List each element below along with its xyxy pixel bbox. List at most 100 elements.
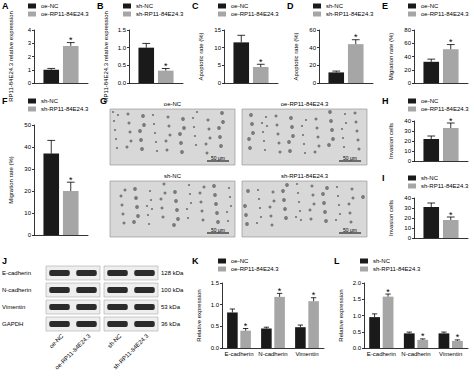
svg-text:*: * — [386, 287, 390, 297]
svg-text:20: 20 — [404, 215, 411, 221]
svg-text:80: 80 — [404, 27, 411, 33]
svg-text:60: 60 — [404, 40, 411, 46]
svg-text:Migration rate (%): Migration rate (%) — [388, 33, 394, 81]
svg-text:50 μm: 50 μm — [343, 227, 357, 233]
svg-text:N-cadherin: N-cadherin — [2, 287, 31, 293]
svg-text:53 kDa: 53 kDa — [161, 304, 181, 310]
svg-text:*: * — [456, 332, 460, 342]
svg-text:*: * — [449, 210, 453, 220]
svg-text:*: * — [354, 32, 358, 42]
svg-text:20: 20 — [404, 138, 411, 144]
svg-text:B: B — [97, 1, 104, 11]
svg-text:30: 30 — [24, 166, 31, 172]
svg-text:50 μm: 50 μm — [211, 227, 225, 233]
svg-text:Relative expression: Relative expression — [338, 289, 344, 341]
svg-text:oe-NC: oe-NC — [421, 98, 439, 104]
svg-text:E-cadherin: E-cadherin — [2, 270, 31, 276]
svg-text:oe-RP11-84E24.3: oe-RP11-84E24.3 — [54, 332, 92, 370]
svg-text:oe-NC: oe-NC — [231, 258, 249, 264]
svg-text:10: 10 — [214, 45, 221, 51]
svg-text:oe-NC: oe-NC — [41, 3, 59, 9]
svg-text:K: K — [192, 256, 199, 266]
svg-text:*: * — [164, 61, 168, 71]
svg-text:oe-NC: oe-NC — [164, 101, 182, 107]
svg-text:Relative expression: Relative expression — [196, 289, 202, 341]
svg-text:2.0: 2.0 — [353, 280, 362, 286]
svg-text:50: 50 — [24, 122, 31, 128]
svg-text:sh-NC: sh-NC — [326, 3, 344, 9]
svg-text:1.0: 1.0 — [353, 313, 362, 319]
svg-text:0: 0 — [408, 80, 412, 86]
svg-text:oe-NC: oe-NC — [231, 3, 249, 9]
svg-text:oe-NC: oe-NC — [421, 3, 439, 9]
svg-text:30: 30 — [404, 128, 411, 134]
svg-text:20: 20 — [24, 188, 31, 194]
svg-text:60: 60 — [309, 27, 316, 33]
svg-text:L: L — [334, 256, 340, 266]
svg-text:*: * — [259, 57, 263, 67]
svg-text:20: 20 — [404, 67, 411, 73]
svg-text:oe-RP11-84E24.3: oe-RP11-84E24.3 — [41, 11, 89, 17]
svg-text:H: H — [382, 96, 389, 106]
svg-text:1: 1 — [28, 67, 32, 73]
svg-text:1.5: 1.5 — [211, 280, 220, 286]
svg-text:Migration rate (%): Migration rate (%) — [8, 156, 14, 204]
svg-text:40: 40 — [309, 45, 316, 51]
svg-text:0: 0 — [313, 80, 317, 86]
svg-text:*: * — [449, 116, 453, 126]
svg-text:Apoptotic rate (%): Apoptotic rate (%) — [198, 32, 204, 80]
svg-text:*: * — [421, 331, 425, 341]
svg-text:Vimentin: Vimentin — [439, 351, 462, 357]
svg-text:*: * — [449, 37, 453, 47]
svg-text:sh-NC: sh-NC — [373, 258, 391, 264]
svg-text:0: 0 — [28, 232, 32, 238]
svg-text:Vimentin: Vimentin — [2, 304, 25, 310]
svg-text:40: 40 — [404, 118, 411, 124]
svg-text:*: * — [244, 321, 248, 331]
svg-text:N-cadherin: N-cadherin — [258, 351, 287, 357]
svg-text:sh-RP11-84E24.3: sh-RP11-84E24.3 — [41, 106, 89, 112]
svg-text:2: 2 — [28, 54, 32, 60]
svg-text:0.0: 0.0 — [118, 80, 127, 86]
svg-text:4: 4 — [28, 27, 32, 33]
svg-text:sh-NC: sh-NC — [41, 98, 59, 104]
svg-text:15: 15 — [214, 27, 221, 33]
svg-text:0: 0 — [408, 235, 412, 241]
svg-text:Apoptotic rate (%): Apoptotic rate (%) — [293, 32, 299, 80]
svg-text:sh-RP11-84E24.3: sh-RP11-84E24.3 — [421, 183, 469, 189]
svg-text:*: * — [278, 286, 282, 296]
svg-text:5: 5 — [218, 62, 222, 68]
svg-text:oe-RP11-84E24.3: oe-RP11-84E24.3 — [421, 11, 469, 17]
svg-text:E-cadherin: E-cadherin — [367, 351, 396, 357]
svg-text:E: E — [382, 1, 388, 11]
svg-text:1.0: 1.0 — [118, 45, 127, 51]
svg-text:0: 0 — [218, 80, 222, 86]
svg-text:0: 0 — [408, 158, 412, 164]
svg-text:*: * — [69, 175, 73, 185]
svg-text:sh-RP11-84E24.3: sh-RP11-84E24.3 — [112, 332, 150, 370]
svg-text:10: 10 — [404, 225, 411, 231]
svg-text:30: 30 — [404, 205, 411, 211]
svg-text:*: * — [312, 290, 316, 300]
svg-text:oe-NC: oe-NC — [48, 332, 65, 349]
svg-text:sh-NC: sh-NC — [421, 175, 439, 181]
svg-text:N-cadherin: N-cadherin — [401, 351, 430, 357]
svg-text:D: D — [287, 1, 294, 11]
svg-text:sh-RP11-84E24.3: sh-RP11-84E24.3 — [373, 266, 421, 272]
svg-text:Vimentin: Vimentin — [295, 351, 318, 357]
svg-text:sh-RP11-84E24.3: sh-RP11-84E24.3 — [281, 173, 329, 179]
svg-text:3: 3 — [28, 40, 32, 46]
svg-text:oe-RP11-84E24.3: oe-RP11-84E24.3 — [421, 106, 469, 112]
svg-text:40: 40 — [24, 144, 31, 150]
svg-text:10: 10 — [24, 210, 31, 216]
svg-text:0.5: 0.5 — [211, 323, 220, 329]
svg-text:50 μm: 50 μm — [343, 155, 357, 161]
svg-text:128 kDa: 128 kDa — [161, 270, 184, 276]
svg-text:C: C — [192, 1, 199, 11]
svg-text:*: * — [69, 35, 73, 45]
svg-text:20: 20 — [309, 62, 316, 68]
svg-text:0.5: 0.5 — [353, 329, 362, 335]
svg-text:sh-NC: sh-NC — [164, 173, 182, 179]
svg-text:RP11-84E24.3 relative expressi: RP11-84E24.3 relative expression — [103, 11, 109, 102]
svg-text:sh-RP11-84E24.3: sh-RP11-84E24.3 — [326, 11, 374, 17]
